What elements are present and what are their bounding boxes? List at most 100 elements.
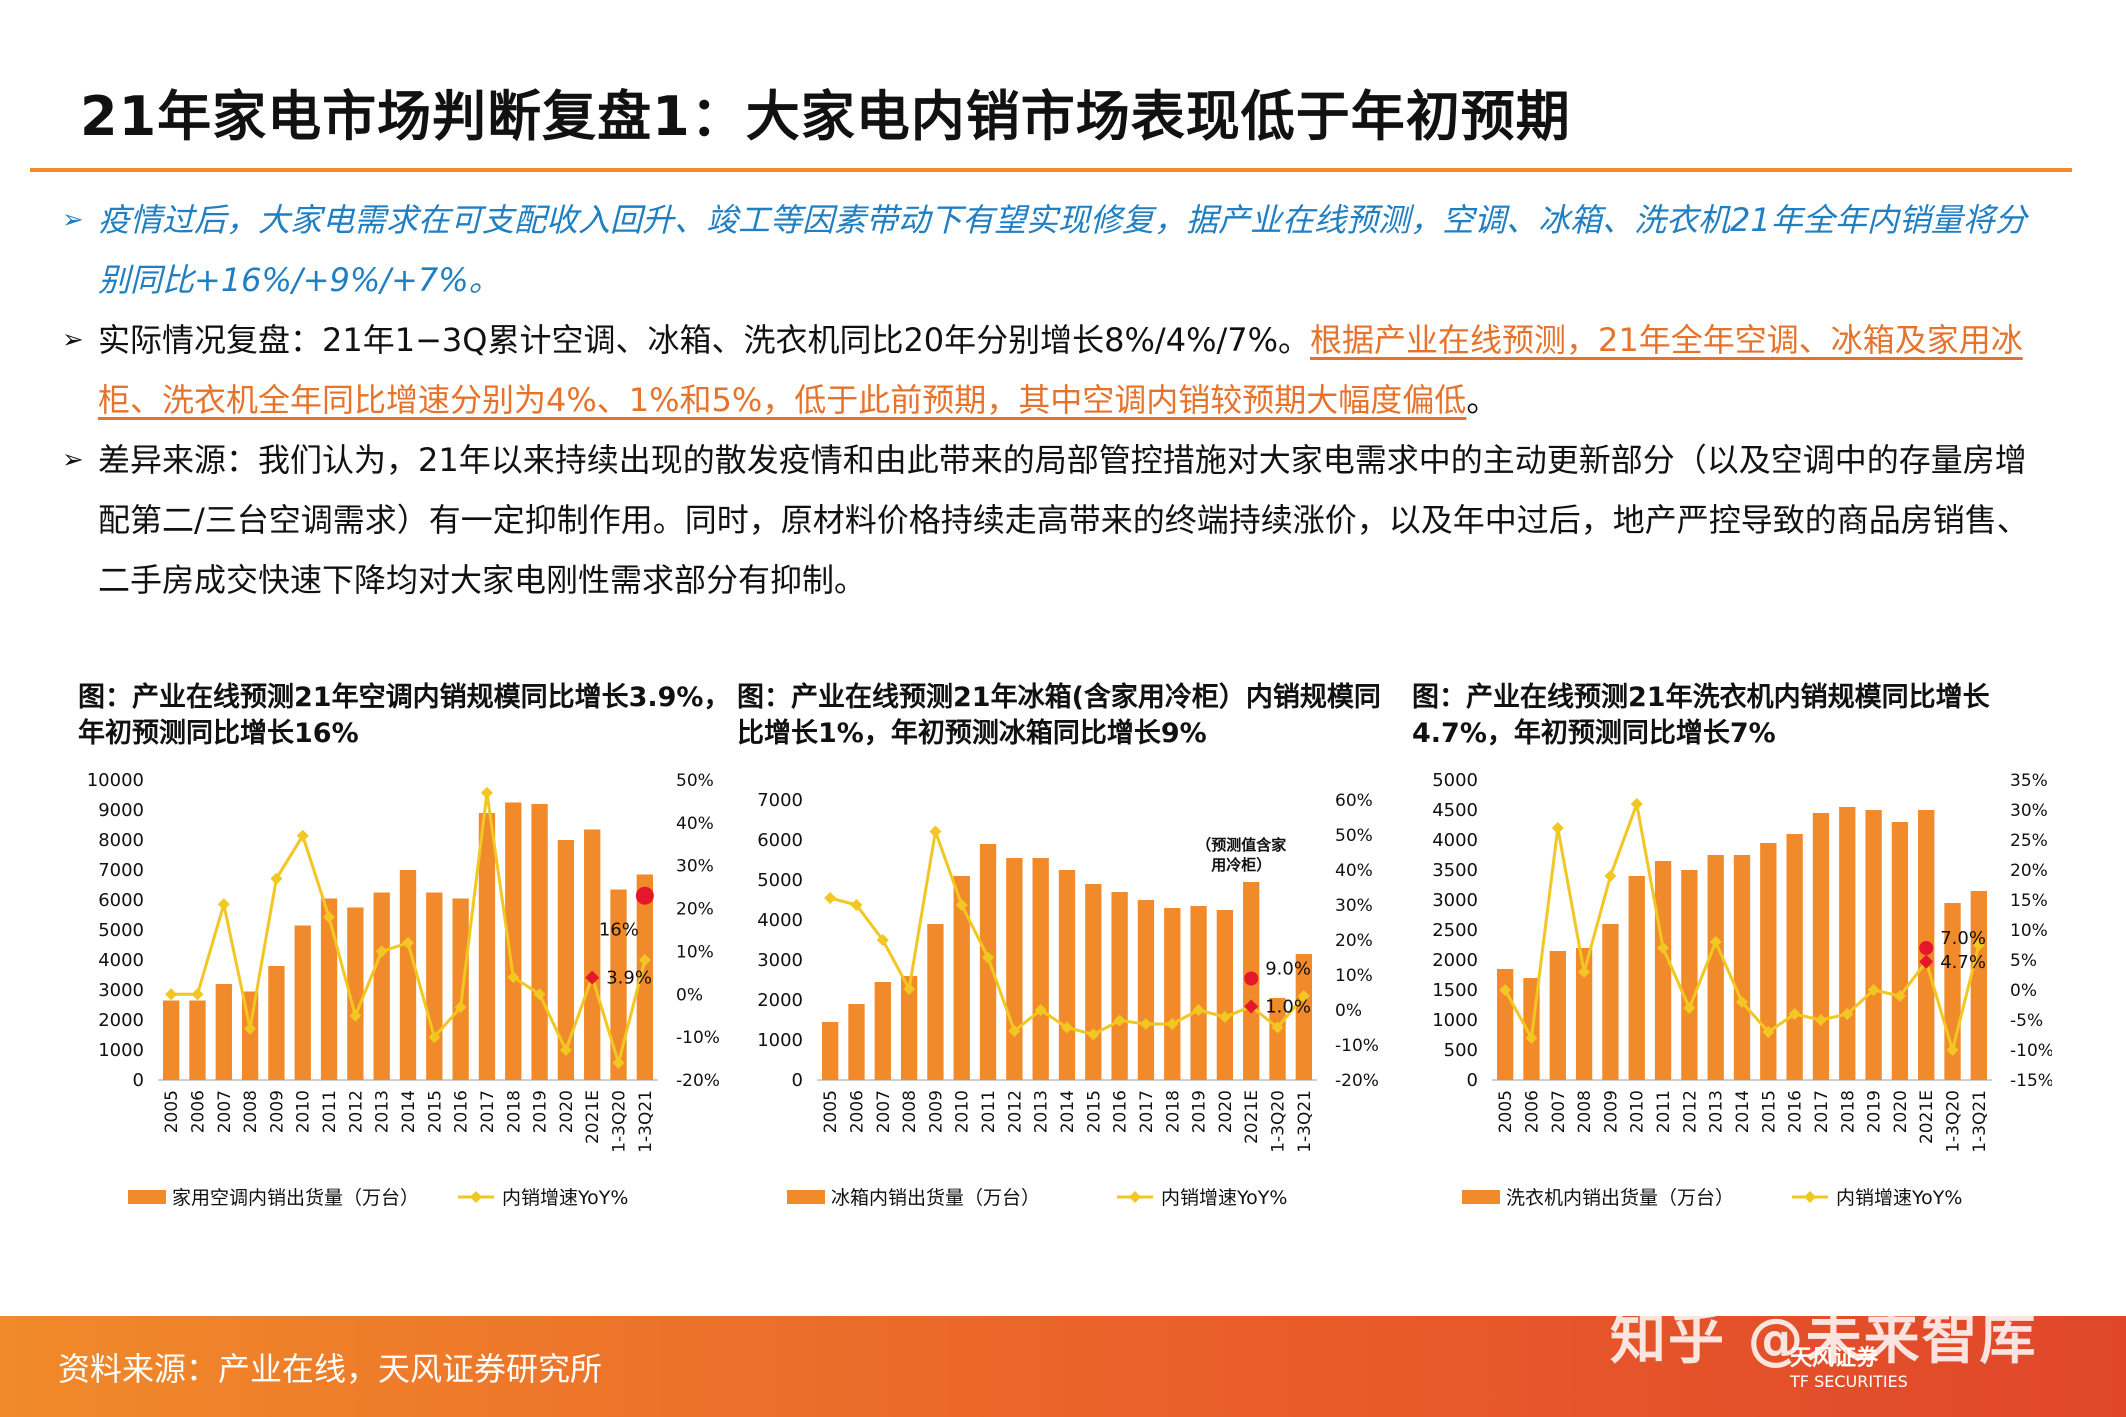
legend-line-label: 内销增速YoY% bbox=[502, 1187, 628, 1209]
bar bbox=[1970, 891, 1987, 1080]
y-left-tick-label: 5000 bbox=[757, 870, 803, 891]
bar bbox=[636, 874, 653, 1080]
line-point bbox=[824, 892, 837, 904]
y-right-tick-label: 10% bbox=[2010, 921, 2048, 941]
legend-line-marker bbox=[470, 1191, 482, 1203]
x-tick-label: 2010 bbox=[953, 1090, 973, 1133]
y-left-tick-label: 2000 bbox=[98, 1010, 144, 1031]
bar bbox=[215, 984, 232, 1080]
bullet-text: 实际情况复盘：21年1−3Q累计空调、冰箱、洗衣机同比20年分别增长8%/4%/… bbox=[98, 321, 1311, 359]
bar bbox=[163, 1000, 180, 1080]
bar bbox=[1111, 892, 1128, 1080]
source-note: 资料来源：产业在线，天风证券研究所 bbox=[58, 1350, 603, 1388]
y-right-tick-label: 50% bbox=[1335, 826, 1373, 846]
y-left-tick-label: 0 bbox=[1467, 1070, 1478, 1091]
y-left-tick-label: 5000 bbox=[1432, 770, 1478, 791]
chart-ac-svg: 0 1000 2000 3000 4000 5000 6000 7000 8000 9000 100… bbox=[87, 770, 720, 1209]
line-point bbox=[1630, 798, 1643, 810]
chart-fridge: 图：产业在线预测21年冰箱(含家用冷柜）内销规模同比增长1%，年初预测冰箱同比增… bbox=[737, 680, 1397, 1209]
bullet-highlight: 根据产业在线预测，21年全年空调、冰箱及家用冰柜、洗衣机全年同比增速分别为4%、… bbox=[98, 321, 2023, 419]
x-tick-label: 2011 bbox=[979, 1090, 999, 1133]
company-logo: 天风证券 TF SECURITIES bbox=[1790, 1340, 1908, 1391]
bar bbox=[1865, 810, 1882, 1080]
line-point bbox=[191, 988, 204, 1001]
x-tick-label: 2005 bbox=[162, 1090, 182, 1133]
x-tick-label: 2015 bbox=[1759, 1090, 1779, 1133]
y-right-tick-label: 0% bbox=[676, 985, 703, 1005]
x-tick-label: 2006 bbox=[1522, 1090, 1542, 1133]
x-tick-label: 2018 bbox=[1838, 1090, 1858, 1133]
bar bbox=[584, 829, 601, 1080]
y-right-tick-label: 40% bbox=[676, 814, 714, 834]
y-left-tick-label: 6000 bbox=[98, 890, 144, 911]
line-point bbox=[402, 936, 414, 949]
line-point bbox=[1604, 870, 1617, 882]
y-right-tick-label: 0% bbox=[1335, 1001, 1362, 1021]
line-point bbox=[1525, 1032, 1538, 1044]
x-tick-label: 2012 bbox=[1005, 1090, 1025, 1133]
line-point bbox=[1139, 1018, 1152, 1030]
annotation-marker bbox=[1244, 999, 1259, 1014]
line-point bbox=[1893, 990, 1906, 1002]
y-left-tick-label: 0 bbox=[133, 1070, 144, 1091]
line-point bbox=[1271, 1021, 1284, 1034]
x-tick-label: 2020 bbox=[1891, 1090, 1911, 1133]
bar bbox=[531, 804, 548, 1080]
bar bbox=[1295, 954, 1312, 1080]
line-point bbox=[1499, 984, 1512, 996]
y-left-tick-label: 2000 bbox=[1432, 950, 1478, 971]
bar bbox=[294, 925, 311, 1080]
x-tick-label: 2011 bbox=[1654, 1090, 1674, 1133]
line-point bbox=[1814, 1014, 1827, 1026]
y-right-tick-label: -20% bbox=[676, 1071, 720, 1091]
y-right-tick-label: 25% bbox=[2010, 831, 2048, 851]
bar bbox=[1786, 834, 1803, 1080]
bar bbox=[1654, 861, 1672, 1080]
x-tick-label: 2005 bbox=[1496, 1090, 1516, 1133]
y-right-tick-label: 30% bbox=[2010, 801, 2048, 821]
line-point bbox=[1113, 1014, 1126, 1027]
y-left-tick-label: 3500 bbox=[1432, 860, 1478, 881]
line-point bbox=[1087, 1028, 1100, 1041]
annotation-marker bbox=[585, 970, 600, 985]
bar bbox=[1602, 924, 1619, 1080]
y-left-tick-label: 7000 bbox=[757, 790, 803, 811]
legend-bar-label: 家用空调内销出货量（万台） bbox=[172, 1187, 419, 1209]
y-right-tick-label: 30% bbox=[1335, 896, 1373, 916]
x-tick-label: 2011 bbox=[320, 1090, 340, 1133]
annotation-note: （预测值含家 bbox=[1196, 836, 1286, 854]
bar bbox=[1733, 855, 1751, 1080]
annotation-label: 1.0% bbox=[1265, 997, 1311, 1018]
y-right-tick-label: -10% bbox=[676, 1028, 720, 1048]
y-right-tick-label: 20% bbox=[2010, 861, 2048, 881]
x-tick-label: 2008 bbox=[241, 1090, 261, 1133]
x-tick-label: 1-3Q20 bbox=[1944, 1090, 1964, 1153]
annotation-label: 7.0% bbox=[1940, 928, 1986, 949]
y-left-tick-label: 9000 bbox=[98, 800, 144, 821]
x-tick-label: 2008 bbox=[1575, 1090, 1595, 1133]
y-left-tick-label: 3000 bbox=[98, 980, 144, 1001]
y-left-tick-label: 4000 bbox=[757, 910, 803, 931]
chart-caption: 图：产业在线预测21年洗衣机内销规模同比增长4.7%，年初预测同比增长7% bbox=[1412, 682, 1990, 749]
bar bbox=[953, 876, 970, 1080]
y-right-tick-label: -5% bbox=[2010, 1011, 2043, 1031]
x-tick-label: 2015 bbox=[425, 1090, 445, 1133]
arrow-bullet-icon: ➢ bbox=[62, 325, 84, 355]
x-tick-label: 1-3Q20 bbox=[1269, 1090, 1289, 1153]
bar bbox=[1628, 876, 1645, 1080]
y-left-tick-label: 4000 bbox=[98, 950, 144, 971]
chart-caption: 图：产业在线预测21年空调内销规模同比增长3.9%，年初预测同比增长16% bbox=[78, 682, 731, 749]
y-left-tick-label: 3000 bbox=[757, 950, 803, 971]
line-point bbox=[1578, 966, 1591, 978]
y-left-tick-label: 4000 bbox=[1432, 830, 1478, 851]
watermark: 知乎 @未来智库 bbox=[1610, 1307, 2038, 1372]
x-tick-label: 2009 bbox=[267, 1090, 287, 1133]
bar bbox=[426, 892, 443, 1080]
y-left-tick-label: 8000 bbox=[98, 830, 144, 851]
legend-bar-label: 洗衣机内销出货量（万台） bbox=[1506, 1187, 1734, 1209]
x-tick-label: 2021E bbox=[583, 1090, 603, 1144]
x-tick-label: 2019 bbox=[1865, 1090, 1885, 1133]
legend-bar-swatch bbox=[1462, 1190, 1500, 1204]
y-right-tick-label: 50% bbox=[676, 771, 714, 791]
line-point bbox=[982, 951, 995, 964]
